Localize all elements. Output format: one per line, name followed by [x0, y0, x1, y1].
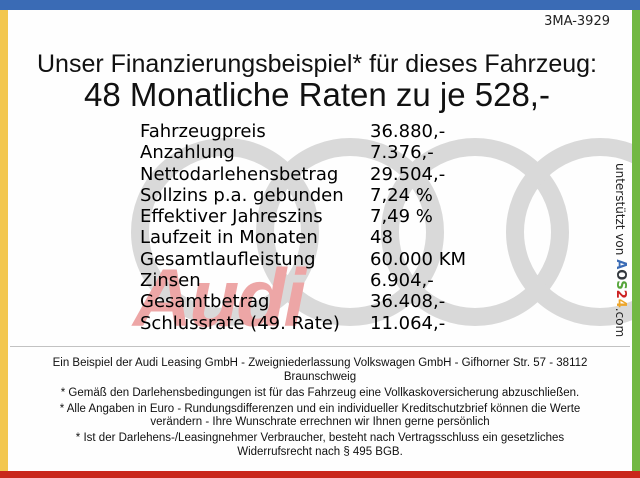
footer-line: verändern - Ihre Wunschrate errechnen wi… [150, 416, 490, 428]
finance-row-value: 7,49 % [370, 206, 433, 228]
frame-right [632, 10, 640, 471]
footer-paragraph: * Alle Angaben in Euro - Rundungsdiffere… [30, 403, 610, 430]
aos24-domain-suffix: .com [613, 307, 627, 338]
aos24-letter: S [613, 280, 628, 290]
monthly-rate-headline: 48 Monatliche Raten zu je 528,- [84, 76, 550, 113]
finance-row-value: 29.504,- [370, 163, 446, 185]
finance-row-value: 36.408,- [370, 291, 446, 313]
finance-row-value: 7,24 % [370, 184, 433, 206]
finance-row-value: 60.000 KM [370, 248, 467, 270]
finance-row-label: Anzahlung [140, 142, 235, 164]
footer-paragraph: * Ist der Darlehens-/Leasingnehmer Verbr… [30, 432, 610, 459]
finance-row-label: Nettodarlehensbetrag [140, 163, 339, 185]
footer-paragraph: Ein Beispiel der Audi Leasing GmbH - Zwe… [30, 357, 610, 384]
finance-row-value: 11.064,- [370, 312, 446, 334]
footer-line: Widerrufsrecht nach § 495 BGB. [237, 445, 403, 458]
footer-line: Ein Beispiel der Audi Leasing GmbH - Zwe… [52, 357, 588, 369]
aos24-letter: O [613, 269, 628, 281]
footer-line: * Ist der Darlehens-/Leasingnehmer Verbr… [75, 432, 565, 444]
aos24-letter: 4 [613, 298, 628, 308]
finance-row-value: 48 [370, 227, 393, 249]
finance-row-label: Fahrzeugpreis [140, 121, 266, 142]
footer-line: * Alle Angaben in Euro - Rundungsdiffere… [59, 402, 581, 415]
finance-row-value: 7.376,- [370, 142, 434, 164]
frame-left [0, 10, 8, 471]
finance-table: Fahrzeugpreis 36.880,- Anzahlung 7.376,- Net… [140, 121, 466, 334]
finance-row-label: Effektiver Jahreszins [140, 206, 323, 228]
aos24-letter: 2 [613, 289, 628, 299]
reference-number: 3MA-3929 [544, 14, 610, 29]
footer-notes: Ein Beispiel der Audi Leasing GmbH - Zwe… [30, 357, 610, 462]
finance-row-label: Zinsen [140, 270, 201, 292]
aos24-letter: A [613, 259, 628, 270]
finance-row-label: Gesamtlaufleistung [140, 248, 316, 270]
finance-row-label: Schlussrate (49. Rate) [140, 312, 340, 334]
finance-row-label: Sollzins p.a. gebunden [140, 184, 344, 206]
supported-by-label: unterstützt von [613, 163, 627, 260]
frame-top [0, 0, 640, 10]
finance-row-value: 6.904,- [370, 270, 434, 292]
supported-by-sidebar: unterstützt von AOS24.com [613, 163, 628, 337]
footer-line: * Gemäß den Darlehensbedingungen ist für… [60, 386, 580, 399]
finance-row-label: Gesamtbetrag [140, 291, 270, 313]
footer-paragraph: * Gemäß den Darlehensbedingungen ist für… [30, 387, 610, 401]
finance-row-label: Laufzeit in Monaten [140, 227, 318, 249]
finance-row-value: 36.880,- [370, 121, 446, 142]
frame-bottom [0, 471, 640, 478]
aos24-brand: AOS24 [613, 259, 628, 308]
footer-divider [10, 346, 630, 347]
footer-line: Braunschweig [283, 370, 357, 383]
page-title: Unser Finanzierungsbeispiel* für dieses … [36, 50, 597, 78]
